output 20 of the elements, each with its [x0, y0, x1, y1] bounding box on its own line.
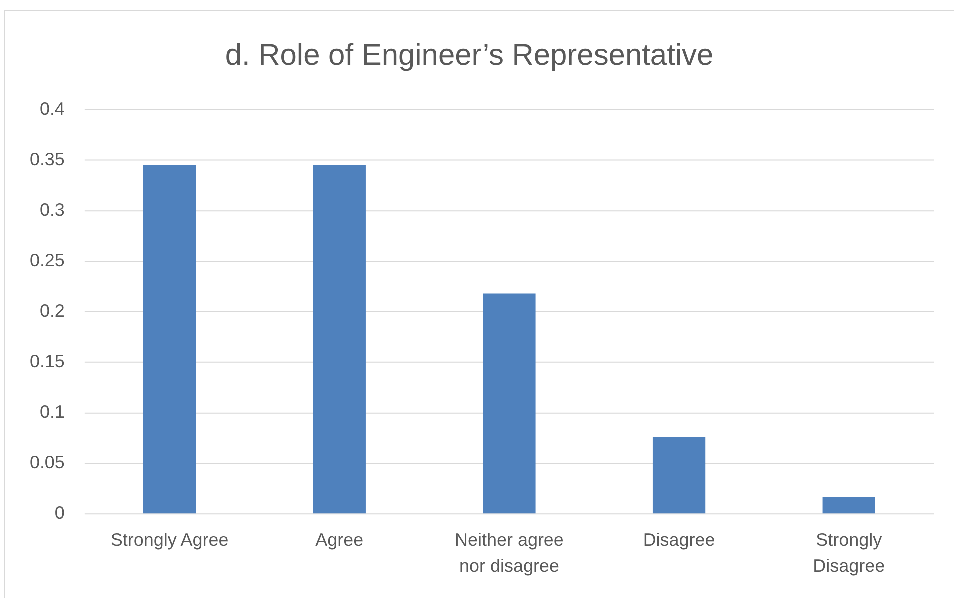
- bar: [313, 165, 366, 514]
- y-tick-label: 0.05: [30, 452, 65, 473]
- chart-title: d. Role of Engineer’s Representative: [225, 39, 714, 72]
- x-tick-label: Strongly Disagree: [813, 530, 886, 576]
- x-tick-label: Strongly Agree: [110, 530, 229, 550]
- bar: [483, 294, 536, 514]
- y-tick-label: 0.15: [30, 351, 65, 372]
- bar: [652, 437, 706, 514]
- y-tick-label: 0: [54, 503, 65, 524]
- y-tick-label: 0.2: [40, 300, 65, 321]
- y-tick-label: 0.3: [40, 200, 65, 220]
- y-tick-label: 0.1: [40, 402, 65, 422]
- bar: [144, 165, 196, 514]
- x-tick-label: Disagree: [643, 530, 716, 550]
- bar: [822, 496, 876, 514]
- y-tick-label: 0.35: [30, 149, 65, 170]
- y-tick-label: 0.4: [40, 98, 65, 119]
- y-tick-label: 0.25: [30, 250, 65, 270]
- x-tick-label: Agree: [316, 530, 364, 550]
- x-tick-label: Neither agree nor disagree: [455, 530, 564, 576]
